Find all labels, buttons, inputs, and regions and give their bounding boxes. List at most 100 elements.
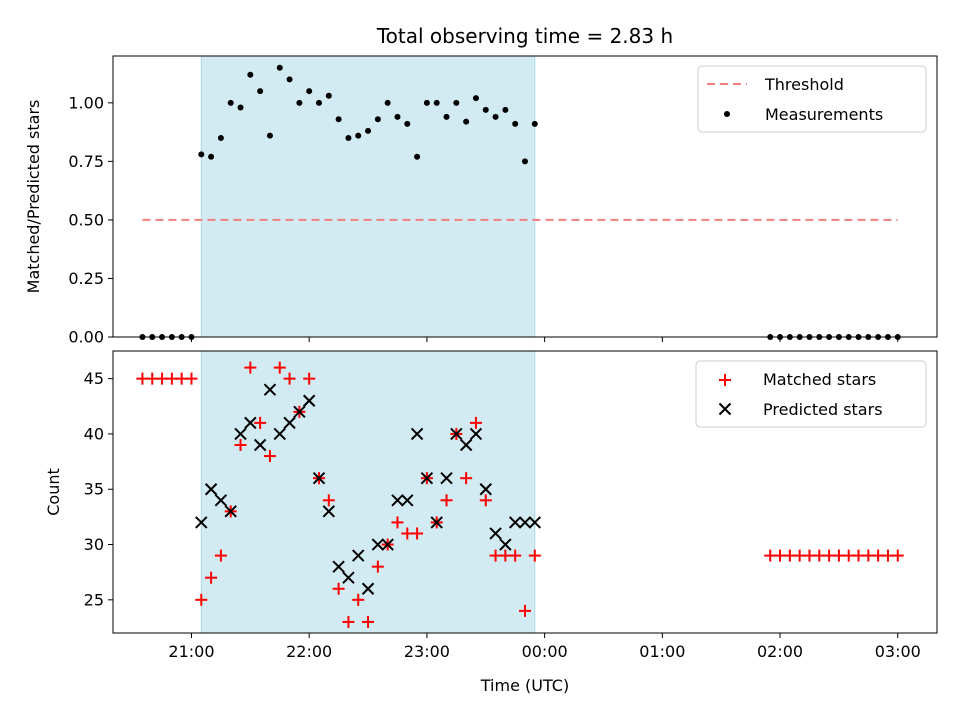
predicted-star-point — [410, 427, 424, 441]
x-stroke-b — [508, 516, 522, 529]
predicted-star-point — [342, 571, 355, 584]
measurement-point — [198, 151, 205, 158]
observing-interval-shade — [200, 55, 536, 338]
predicted-star-point — [361, 582, 375, 595]
predicted-star-point — [489, 527, 502, 540]
measurement-point — [463, 118, 470, 125]
measurement-point — [345, 134, 352, 141]
measurement-point — [276, 64, 283, 71]
predicted-star-point — [195, 516, 208, 529]
legend-threshold-label: Threshold — [764, 75, 844, 94]
measurement-point — [266, 132, 273, 139]
measurement-point — [453, 99, 460, 106]
x-stroke-b — [440, 471, 453, 485]
legend-measurements-label: Measurements — [765, 105, 883, 124]
measurement-point — [374, 116, 381, 123]
x-tick-label: 23:00 — [404, 642, 450, 661]
x-stroke-b — [293, 405, 306, 419]
predicted-star-point — [469, 427, 483, 441]
x-stroke-b — [302, 394, 316, 407]
measurement-point — [512, 120, 519, 127]
x-tick-label: 00:00 — [522, 642, 568, 661]
matched-star-point — [185, 372, 198, 385]
x-stroke-b — [332, 560, 345, 573]
legend-measurements-swatch — [724, 111, 730, 117]
plot-frame — [112, 350, 938, 634]
matched-star-point — [460, 472, 473, 485]
y-tick-label: 0.75 — [68, 152, 104, 171]
matched-star-point — [244, 361, 257, 374]
y-tick-label: 35 — [84, 480, 104, 499]
measurement-point — [433, 99, 440, 106]
predicted-star-point — [214, 494, 228, 507]
x-stroke-b — [244, 416, 257, 430]
matched-star-point — [519, 604, 531, 617]
measurement-point — [482, 106, 489, 113]
x-stroke-b — [420, 471, 434, 485]
y-axis-label: Matched/Predicted stars — [24, 100, 43, 294]
x-stroke-b — [224, 505, 237, 518]
matched-star-point — [322, 494, 335, 507]
measurement-point — [237, 104, 244, 111]
x-stroke-b — [479, 483, 492, 496]
x-stroke-b — [410, 427, 424, 441]
predicted-star-point — [401, 494, 414, 507]
observing-interval-shade — [200, 350, 536, 634]
predicted-star-point — [322, 505, 336, 518]
predicted-star-point — [420, 471, 434, 485]
x-stroke-b — [381, 538, 394, 551]
predicted-star-point — [253, 438, 267, 452]
predicted-star-point — [332, 560, 345, 573]
measurement-point — [394, 113, 401, 120]
measurement-point — [316, 99, 322, 106]
x-stroke-b — [214, 494, 228, 507]
x-stroke-b — [195, 516, 208, 529]
x-stroke-b — [312, 471, 326, 485]
x-stroke-b — [263, 383, 277, 396]
plot-frame — [112, 55, 938, 338]
x-stroke-b — [459, 438, 473, 452]
predicted-star-point — [508, 516, 522, 529]
predicted-star-point — [528, 516, 542, 529]
x-stroke-b — [342, 571, 355, 584]
x-stroke-b — [204, 483, 218, 496]
measurement-point — [355, 132, 362, 139]
measurement-point — [227, 99, 234, 106]
matched-star-point — [509, 549, 522, 562]
matched-star-point — [391, 516, 404, 529]
predicted-star-point — [381, 538, 394, 551]
matched-star-point — [283, 372, 296, 385]
predicted-star-point — [499, 538, 512, 551]
y-tick-label: 25 — [84, 590, 104, 609]
predicted-star-point — [440, 471, 453, 485]
predicted-star-point — [283, 416, 296, 430]
x-stroke-b — [489, 527, 502, 540]
measurement-point — [404, 120, 411, 127]
predicted-star-point — [352, 549, 365, 562]
measurement-point — [531, 120, 538, 127]
legend-box — [695, 360, 927, 428]
predicted-star-point — [263, 383, 277, 396]
predicted-star-point — [459, 438, 473, 452]
y-tick-label: 40 — [84, 424, 104, 443]
x-stroke-b — [469, 427, 483, 441]
matched-star-point — [891, 549, 904, 562]
y-tick-label: 45 — [84, 369, 104, 388]
legend-box — [697, 65, 927, 133]
measurement-point — [286, 76, 293, 83]
measurement-point — [423, 99, 430, 106]
x-stroke-b — [718, 402, 732, 416]
legend-top: Threshold Measurements — [697, 65, 927, 133]
matched-star-point — [479, 494, 492, 507]
y-tick-label: 0.25 — [68, 269, 104, 288]
legend-predicted-swatch — [718, 402, 732, 416]
matched-star-point — [411, 527, 424, 540]
matched-star-point — [528, 549, 541, 562]
matched-star-point — [273, 361, 286, 374]
matched-star-point — [214, 549, 227, 562]
x-stroke-b — [391, 494, 404, 507]
measurement-point — [522, 158, 528, 165]
measurement-point — [365, 127, 372, 134]
